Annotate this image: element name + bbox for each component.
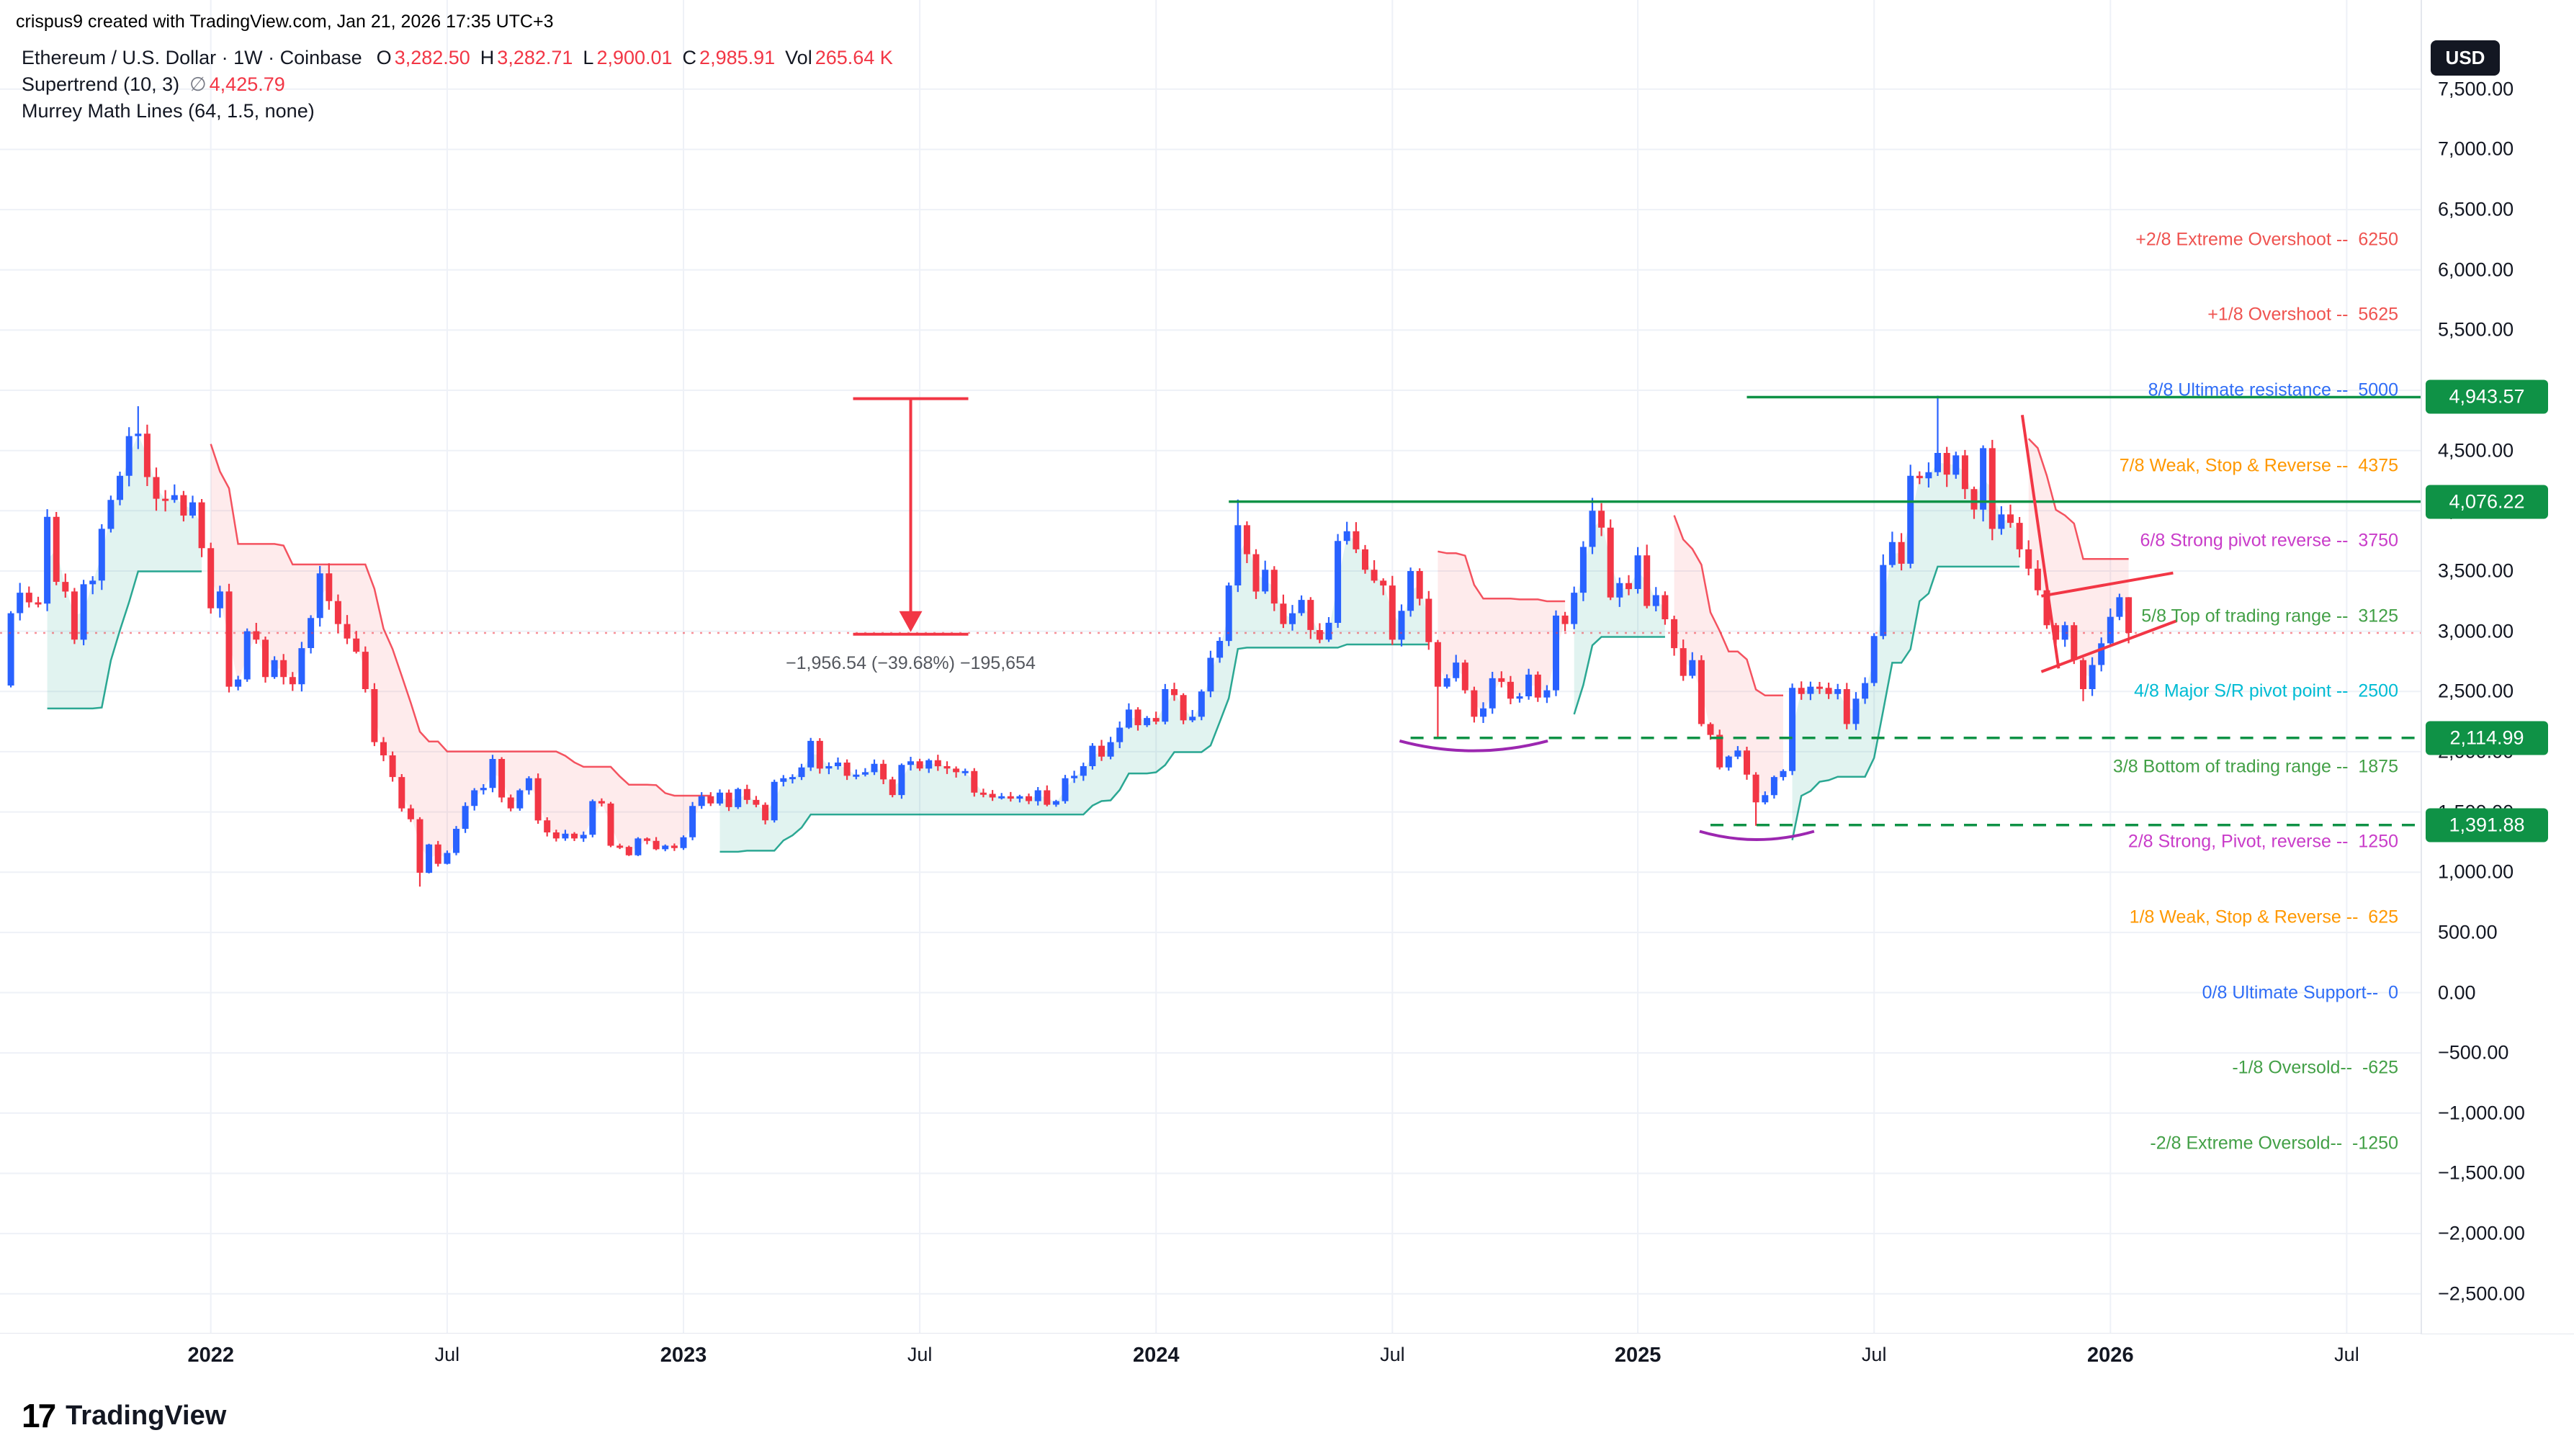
legend-symbol-row[interactable]: Ethereum / U.S. Dollar · 1W · Coinbase O…: [22, 45, 893, 71]
price-axis-label: 5,500.00: [2438, 318, 2514, 341]
price-axis-label: 6,000.00: [2438, 259, 2514, 281]
price-axis-label: −500.00: [2438, 1041, 2509, 1064]
supertrend-symbol: ∅: [189, 73, 207, 95]
ohlc-value: 2,985.91: [699, 47, 776, 68]
legend-supertrend-row[interactable]: Supertrend (10, 3) ∅ 4,425.79: [22, 71, 893, 98]
time-axis-label: Jul: [1861, 1344, 1887, 1365]
creator-watermark: crispus9 created with TradingView.com, J…: [16, 12, 554, 32]
price-level-badge: 4,943.57: [2426, 379, 2548, 414]
supertrend-line: [719, 643, 1429, 853]
price-level-badge: 1,391.88: [2426, 808, 2548, 842]
price-scale-axis[interactable]: USD 7,500.00 7,000.00 6,500.00 6,000.00 5,50…: [2421, 0, 2574, 1334]
price-axis-label: 6,500.00: [2438, 198, 2514, 220]
currency-toggle-badge[interactable]: USD: [2431, 40, 2500, 76]
time-scale-axis[interactable]: 2022 Jul 2023 Jul 2024 Jul 2025 Jul 2026 Jul: [0, 1334, 2421, 1380]
price-axis-label: 500.00: [2438, 921, 2498, 943]
supertrend-value: 4,425.79: [209, 73, 285, 95]
time-axis-label: Jul: [1380, 1344, 1405, 1365]
price-level-badge: 4,076.22: [2426, 485, 2548, 519]
trendline-1[interactable]: [2020, 415, 2060, 669]
price-axis-label: −1,500.00: [2438, 1161, 2525, 1184]
time-axis-label: Jul: [434, 1344, 460, 1365]
ohlc-value: 2,900.01: [596, 47, 673, 68]
supertrend-line: [1791, 565, 2020, 840]
price-axis-label: 7,500.00: [2438, 78, 2514, 100]
price-axis-label: 3,500.00: [2438, 560, 2514, 582]
price-axis-label: 7,000.00: [2438, 138, 2514, 160]
ohlc-value: 3,282.50: [394, 47, 470, 68]
measure-arrowhead-icon: [899, 611, 923, 632]
murrey-name[interactable]: Murrey Math Lines (64, 1.5, none): [22, 100, 315, 122]
price-axis-label: 0.00: [2438, 981, 2476, 1004]
supertrend-down-fill: [2028, 439, 2129, 678]
price-axis-label: −1,000.00: [2438, 1102, 2525, 1124]
supertrend-line: [1573, 636, 1665, 715]
measure-tool-text: −1,956.54 (−39.68%) −195,654: [786, 652, 1036, 673]
price-level-badge: 2,114.99: [2426, 721, 2548, 755]
ohlc-key: L: [583, 47, 594, 68]
footer-branding[interactable]: 17 TradingView: [22, 1393, 226, 1439]
supertrend-down-fill: [1438, 551, 1566, 713]
symbol-title[interactable]: Ethereum / U.S. Dollar · 1W · Coinbase: [22, 47, 362, 68]
time-axis-label: 2022: [187, 1344, 234, 1367]
time-axis-label: 2023: [660, 1344, 707, 1367]
supertrend-up-fill: [1574, 519, 1665, 714]
supertrend-line: [210, 444, 711, 797]
arc-drawing-1[interactable]: [1399, 739, 1548, 752]
supertrend-line: [47, 570, 202, 710]
supertrend-up-fill: [719, 536, 1429, 852]
down-candle-wicks: [28, 424, 2130, 887]
supertrend-line: [1438, 550, 1566, 603]
time-axis-label: Jul: [2334, 1344, 2359, 1365]
legend-murrey-row[interactable]: Murrey Math Lines (64, 1.5, none): [22, 98, 893, 125]
price-axis-label: −2,000.00: [2438, 1222, 2525, 1244]
tradingview-brand-text[interactable]: TradingView: [66, 1400, 227, 1431]
supertrend-up-fill: [1792, 462, 2020, 840]
price-axis-label: 1,000.00: [2438, 860, 2514, 883]
price-axis-label: 4,500.00: [2438, 439, 2514, 462]
ohlc-values: O 3,282.50 H 3,282.71 L 2,900.01 C 2,985.91: [367, 47, 775, 69]
time-axis-label: 2025: [1614, 1344, 1662, 1367]
time-axis-label: Jul: [907, 1344, 933, 1365]
supertrend-line: [1673, 515, 1783, 697]
chart-legend: Ethereum / U.S. Dollar · 1W · Coinbase O…: [22, 45, 893, 125]
volume-value: 265.64 K: [815, 47, 893, 68]
tradingview-logo-icon[interactable]: 17: [22, 1397, 56, 1434]
ohlc-value: 3,282.71: [497, 47, 573, 68]
supertrend-line: [2027, 438, 2129, 560]
supertrend-down-fill: [210, 444, 711, 859]
supertrend-down-fill: [1674, 515, 1783, 799]
arc-drawing-2[interactable]: [1699, 830, 1815, 841]
time-axis-label: 2026: [2087, 1344, 2134, 1367]
ohlc-key: C: [682, 47, 697, 68]
volume-label: Vol: [785, 47, 812, 68]
supertrend-up-fill: [47, 434, 202, 709]
ohlc-key: O: [376, 47, 392, 68]
up-candle-wicks: [10, 395, 2120, 873]
up-candle-bodies: [7, 433, 2123, 873]
measure-tool[interactable]: [853, 397, 969, 636]
down-candle-bodies: [25, 433, 2133, 873]
price-axis-label: 2,500.00: [2438, 680, 2514, 702]
supertrend-name[interactable]: Supertrend (10, 3): [22, 73, 180, 95]
time-axis-label: 2024: [1132, 1344, 1180, 1367]
ohlc-key: H: [480, 47, 495, 68]
price-axis-label: 3,000.00: [2438, 620, 2514, 642]
trendline-2[interactable]: [2041, 571, 2174, 598]
price-axis-label: −2,500.00: [2438, 1282, 2525, 1305]
trendline-3[interactable]: [2040, 619, 2178, 673]
